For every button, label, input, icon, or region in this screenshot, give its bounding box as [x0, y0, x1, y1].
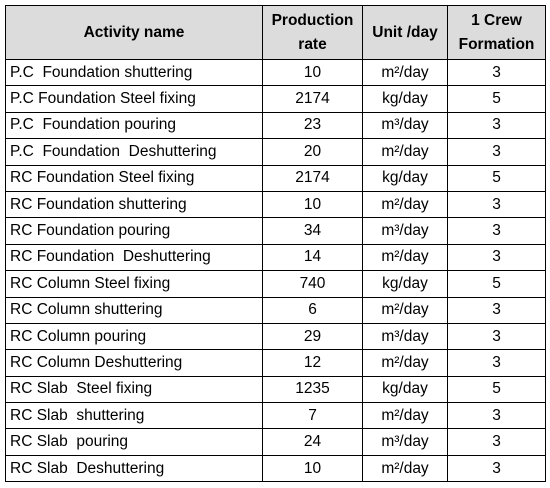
table-cell: 1235	[262, 375, 363, 404]
table-cell: RC Foundation pouring	[5, 217, 263, 245]
header-cell: 1 Crew Formation	[447, 5, 546, 60]
table-cell: 3	[447, 217, 546, 245]
header-cell: Unit /day	[362, 5, 448, 60]
table-cell: 10	[262, 454, 363, 483]
table-cell: m²/day	[362, 243, 448, 272]
table-cell: 3	[447, 402, 546, 430]
table-row: RC Foundation Steel fixing 2174 kg/day 5	[5, 164, 546, 192]
table-cell: RC Slab Steel fixing	[5, 375, 263, 404]
table-cell: 3	[447, 454, 546, 483]
table-cell: RC Slab pouring	[5, 428, 263, 456]
table-row: RC Column pouring 29 m³/day 3	[5, 322, 546, 351]
table-cell: kg/day	[362, 375, 448, 404]
table-row: RC Column shuttering 6 m²/day 3	[5, 296, 546, 324]
table-cell: m²/day	[362, 349, 448, 377]
table-cell: 24	[262, 428, 363, 456]
table-cell: kg/day	[362, 85, 448, 113]
table-cell: 3	[447, 349, 546, 377]
table-row: RC Foundation pouring 34 m³/day 3	[5, 217, 546, 245]
table-cell: kg/day	[362, 164, 448, 192]
table-row: RC Column Steel fixing 740 kg/day 5	[5, 270, 546, 298]
table-row: P.C Foundation pouring 23 m³/day 3	[5, 111, 546, 140]
table-row: RC Slab shuttering 7 m²/day 3	[5, 402, 546, 430]
table-cell: RC Column Deshuttering	[5, 349, 263, 377]
table-cell: 740	[262, 270, 363, 298]
table-cell: P.C Foundation shuttering	[5, 58, 263, 87]
table-cell: kg/day	[362, 270, 448, 298]
table-cell: 3	[447, 111, 546, 140]
table-cell: 10	[262, 58, 363, 87]
table-row: RC Slab pouring 24 m³/day 3	[5, 428, 546, 456]
table-cell: RC Foundation Deshuttering	[5, 243, 263, 272]
table-cell: RC Slab shuttering	[5, 402, 263, 430]
table-cell: m³/day	[362, 322, 448, 351]
table-cell: 3	[447, 243, 546, 272]
table-cell: 6	[262, 296, 363, 324]
table-row: RC Slab Deshuttering 10 m²/day 3	[5, 454, 546, 483]
table-cell: 23	[262, 111, 363, 140]
table-cell: 3	[447, 296, 546, 324]
header-cell: Activity name	[5, 5, 263, 60]
table-cell: P.C Foundation Deshuttering	[5, 138, 263, 166]
table-cell: 5	[447, 270, 546, 298]
table-cell: m²/day	[362, 190, 448, 219]
table-cell: 10	[262, 190, 363, 219]
table-row: RC Foundation Deshuttering 14 m²/day 3	[5, 243, 546, 272]
table-cell: P.C Foundation Steel fixing	[5, 85, 263, 113]
header-cell: Production rate	[262, 5, 363, 60]
table-cell: 20	[262, 138, 363, 166]
table-cell: P.C Foundation pouring	[5, 111, 263, 140]
table-cell: 5	[447, 164, 546, 192]
table-cell: RC Foundation shuttering	[5, 190, 263, 219]
table-cell: 3	[447, 190, 546, 219]
table-cell: RC Foundation Steel fixing	[5, 164, 263, 192]
table-body: P.C Foundation shuttering 10 m²/day 3 P.C Fo…	[5, 58, 546, 483]
table-cell: 34	[262, 217, 363, 245]
table-row: RC Foundation shuttering 10 m²/day 3	[5, 190, 546, 219]
table-cell: 3	[447, 322, 546, 351]
table-row: P.C Foundation Steel fixing 2174 kg/day 5	[5, 85, 546, 113]
table-cell: RC Slab Deshuttering	[5, 454, 263, 483]
table-row: RC Column Deshuttering 12 m²/day 3	[5, 349, 546, 377]
table-cell: RC Column Steel fixing	[5, 270, 263, 298]
table-cell: RC Column shuttering	[5, 296, 263, 324]
table-cell: m²/day	[362, 402, 448, 430]
table-row: P.C Foundation shuttering 10 m²/day 3	[5, 58, 546, 87]
table-cell: m²/day	[362, 296, 448, 324]
table-cell: m³/day	[362, 428, 448, 456]
table-cell: 2174	[262, 164, 363, 192]
table-cell: RC Column pouring	[5, 322, 263, 351]
table-cell: 3	[447, 58, 546, 87]
table-header: Activity name Production rate Unit /day 1 C…	[5, 5, 546, 60]
header-row: Activity name Production rate Unit /day 1 C…	[5, 5, 546, 60]
table-cell: 5	[447, 375, 546, 404]
table-cell: m²/day	[362, 138, 448, 166]
table-cell: 12	[262, 349, 363, 377]
table-cell: 2174	[262, 85, 363, 113]
table-cell: m³/day	[362, 111, 448, 140]
table-row: P.C Foundation Deshuttering 20 m²/day 3	[5, 138, 546, 166]
table-row: RC Slab Steel fixing 1235 kg/day 5	[5, 375, 546, 404]
table-cell: m²/day	[362, 58, 448, 87]
table-cell: 3	[447, 138, 546, 166]
table-cell: 5	[447, 85, 546, 113]
table: Activity name Production rate Unit /day 1 C…	[5, 5, 546, 483]
table-cell: 29	[262, 322, 363, 351]
table-cell: 3	[447, 428, 546, 456]
table-cell: 14	[262, 243, 363, 272]
table-cell: m²/day	[362, 454, 448, 483]
table-cell: m³/day	[362, 217, 448, 245]
table-cell: 7	[262, 402, 363, 430]
